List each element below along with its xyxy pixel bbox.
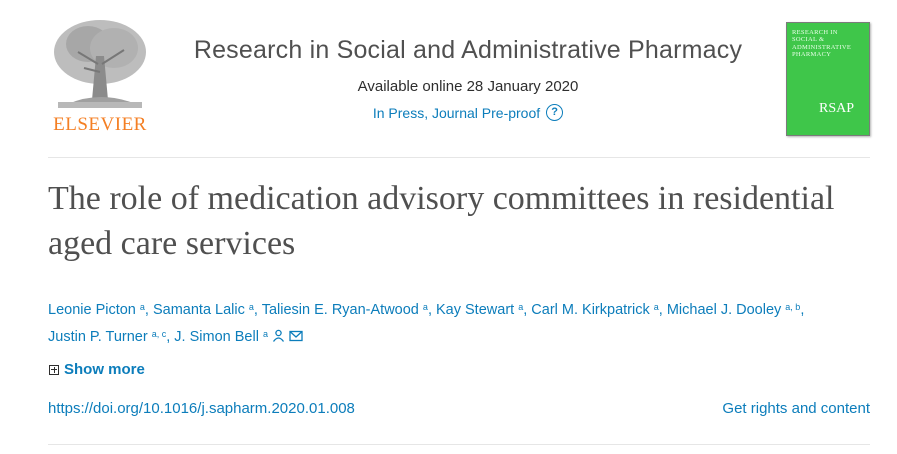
help-icon[interactable]: ? [546,104,564,121]
article-status: In Press, Journal Pre-proof ? [168,104,768,121]
show-more-label: Show more [64,361,145,378]
elsevier-logo[interactable]: ELSEVIER [48,16,152,136]
affiliation-marker: a [248,302,254,312]
author-link[interactable]: Taliesin E. Ryan-Atwood a [261,302,428,318]
author-link[interactable]: Samanta Lalic a [152,302,254,318]
author-link[interactable]: Carl M. Kirkpatrick a [531,302,659,318]
elsevier-tree-icon [48,16,152,112]
available-online-date: Available online 28 January 2020 [357,78,579,95]
show-more-button[interactable]: Show more [49,361,145,378]
envelope-icon[interactable] [289,330,303,342]
author-link[interactable]: Michael J. Dooley a, b [666,302,801,318]
affiliation-marker: a [139,302,145,312]
affiliation-marker: a, b [785,302,801,312]
affiliation-marker: a, c [151,329,167,339]
article-title: The role of medication advisory committe… [48,180,835,262]
author-link[interactable]: Justin P. Turner a, c [48,329,167,345]
author-link[interactable]: J. Simon Bell a [174,329,268,345]
journal-title-link[interactable]: Research in Social and Administrative Ph… [193,36,743,64]
doi-link[interactable]: https://doi.org/10.1016/j.sapharm.2020.0… [48,400,355,417]
affiliation-marker: a [518,302,524,312]
plus-box-icon [49,364,59,375]
cover-abbrev: RSAP [819,101,855,116]
author-list: Leonie Picton a, Samanta Lalic a, Talies… [48,302,805,345]
divider [48,444,870,445]
affiliation-marker: a [653,302,659,312]
cover-title: RESEARCH IN SOCIAL & ADMINISTRATIVE PHAR… [792,29,852,59]
journal-info: Research in Social and Administrative Ph… [168,16,768,121]
divider [48,157,870,158]
status-link[interactable]: In Press, Journal Pre-proof [372,104,541,121]
rights-link[interactable]: Get rights and content [722,400,870,417]
article-header: ELSEVIER Research in Social and Administ… [48,16,870,140]
person-icon[interactable] [272,329,285,342]
author-link[interactable]: Leonie Picton a [48,302,145,318]
affiliation-marker: a [422,302,428,312]
elsevier-wordmark: ELSEVIER [53,114,147,135]
author-link[interactable]: Kay Stewart a [436,302,524,318]
affiliation-marker: a [262,329,268,339]
journal-cover-image[interactable]: RESEARCH IN SOCIAL & ADMINISTRATIVE PHAR… [786,22,870,136]
